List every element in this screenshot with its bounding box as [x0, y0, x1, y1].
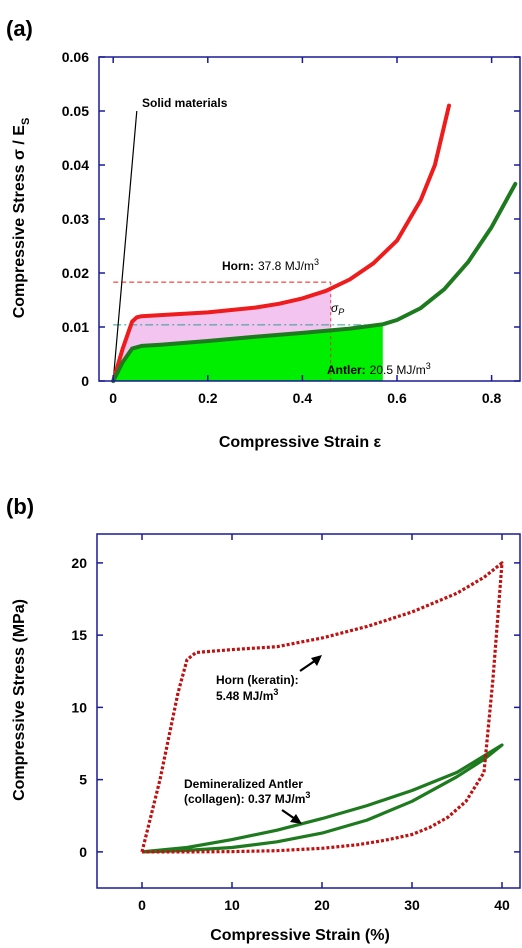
b-ytick-label: 0	[79, 844, 87, 860]
horn-curve	[111, 103, 451, 383]
b-xtick-label: 20	[314, 897, 330, 913]
sigma-symbol: σ	[331, 301, 339, 315]
b-annotations: Horn (keratin): 5.48 MJ/m3 Demineralized…	[184, 655, 322, 824]
antler-value: 20.5 MJ/m	[370, 363, 426, 377]
horn-label: Horn:	[222, 259, 254, 273]
b-ytick-label: 20	[71, 555, 87, 571]
antler-label: Antler:	[327, 363, 366, 377]
horn-energy-label: Horn: 37.8 MJ/m3	[222, 257, 319, 273]
b-ytick-label: 10	[71, 699, 87, 715]
a-annotations: Solid materials Horn: 37.8 MJ/m3 Antler: 2…	[142, 96, 431, 377]
horn-keratin-value: 5.48 MJ/m	[216, 689, 273, 703]
horn-arrow-head	[311, 655, 322, 666]
a-fill-regions	[113, 288, 383, 381]
a-xtick-label: 0.2	[198, 390, 218, 406]
b-series-group	[140, 561, 504, 854]
collagen-curve	[141, 743, 504, 854]
b-plot-frame	[96, 533, 521, 889]
a-y-axis-title: Compressive Stress σ / ES	[11, 118, 32, 319]
a-y-axis-title-main: Compressive Stress σ / E	[11, 125, 28, 319]
b-ytick-label: 5	[79, 772, 87, 788]
a-ticks: 0 0.2 0.4 0.6 0.8 0 0.01 0.02 0.03 0.04 0.05 0.06	[62, 49, 520, 406]
a-series-group	[111, 103, 518, 383]
horn-keratin-line2: 5.48 MJ/m3	[216, 687, 278, 703]
a-ytick-label: 0.05	[62, 103, 89, 119]
a-ytick-label: 0.04	[62, 157, 89, 173]
a-xtick-label: 0.4	[293, 390, 313, 406]
a-x-axis-title: Compressive Strain ε	[219, 434, 382, 451]
panel-a-label: (a)	[6, 16, 33, 41]
a-ytick-label: 0.01	[62, 319, 89, 335]
horn-value-sup: 3	[314, 257, 319, 267]
solid-materials-label: Solid materials	[142, 96, 228, 110]
horn-keratin-line1: Horn (keratin):	[216, 673, 299, 687]
a-ytick-label: 0.02	[62, 265, 89, 281]
a-xtick-label: 0	[109, 390, 117, 406]
panel-b: (b) 0 10 20 30 40 0 5 10 15 20 Horn (keratin): 5.…	[6, 494, 521, 944]
a-xtick-label: 0.8	[482, 390, 502, 406]
horn-energy-fill	[113, 288, 331, 381]
antler-collagen-value: (collagen): 0.37 MJ/m	[184, 792, 305, 806]
a-xtick-label: 0.6	[387, 390, 407, 406]
antler-energy-label: Antler: 20.5 MJ/m3	[327, 361, 431, 377]
antler-collagen-line2: (collagen): 0.37 MJ/m3	[184, 790, 310, 806]
b-y-axis-title: Compressive Stress (MPa)	[11, 599, 28, 801]
antler-collagen-line1: Demineralized Antler	[184, 777, 303, 791]
panel-a: (a) 0 0.2 0.4 0.6 0.8 0 0.01 0.02 0.03 0.04 0.05 0.…	[6, 16, 521, 451]
b-xtick-label: 30	[404, 897, 420, 913]
horn-value: 37.8 MJ/m	[258, 259, 314, 273]
antler-value-sup: 3	[426, 361, 431, 371]
b-ytick-label: 15	[71, 627, 87, 643]
b-xtick-label: 40	[494, 897, 510, 913]
sigma-sub: P	[338, 307, 344, 317]
antler-arrow-head	[290, 814, 302, 824]
keratin-curve	[140, 561, 504, 854]
panel-b-label: (b)	[6, 494, 34, 519]
b-xtick-label: 10	[224, 897, 240, 913]
horn-keratin-sup: 3	[273, 687, 278, 697]
sigma-p-label: σP	[331, 301, 344, 317]
b-xtick-label: 0	[138, 897, 146, 913]
solid-materials-line	[112, 110, 138, 382]
b-x-axis-title: Compressive Strain (%)	[210, 927, 390, 944]
antler-collagen-sup: 3	[305, 790, 310, 800]
antler-curve	[111, 181, 518, 383]
antler-energy-fill	[113, 324, 383, 381]
a-ytick-label: 0.06	[62, 49, 89, 65]
a-y-axis-title-sub: S	[20, 118, 32, 125]
b-ticks: 0 10 20 30 40 0 5 10 15 20	[71, 534, 520, 913]
a-ytick-label: 0.03	[62, 211, 89, 227]
a-ytick-label: 0	[81, 373, 89, 389]
